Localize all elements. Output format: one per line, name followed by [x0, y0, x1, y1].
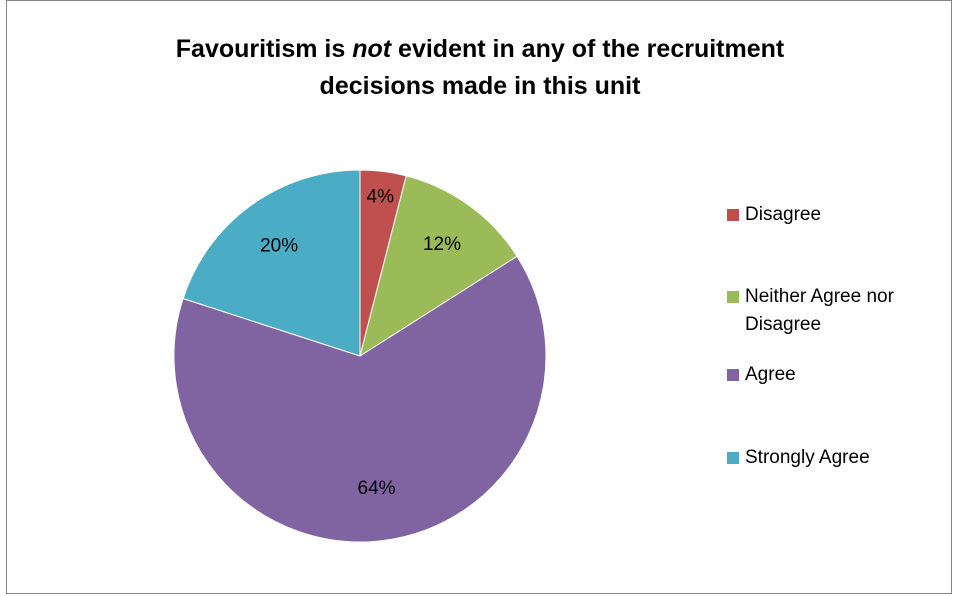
legend-swatch	[727, 369, 739, 381]
pie-slice-strongly-agree	[182, 169, 361, 357]
legend-swatch	[727, 452, 739, 464]
legend-item-agree: Agree	[727, 361, 955, 389]
chart-title: Favouritism is not evident in any of the…	[7, 31, 953, 105]
legend-label: Disagree	[745, 204, 822, 225]
legend-label: Neither Agree nor Disagree	[745, 286, 894, 335]
chart-area: Favouritism is not evident in any of the…	[6, 0, 952, 594]
data-label-neither-agree-nor-disagree: 12%	[423, 234, 461, 255]
pie-slice-neither-agree-nor-disagree	[359, 175, 518, 358]
data-label-agree: 64%	[358, 478, 396, 499]
legend-label: Strongly Agree	[745, 447, 870, 468]
legend-label: Agree	[745, 364, 796, 385]
chart-title-line-2: decisions made in this unit	[319, 72, 641, 100]
data-label-disagree: 4%	[367, 186, 395, 207]
legend-item-neither-agree-nor-disagree: Neither Agree nor Disagree	[727, 283, 940, 339]
legend-swatch	[727, 291, 739, 303]
legend-swatch	[727, 209, 739, 221]
data-label-strongly-agree: 20%	[260, 236, 298, 257]
legend-item-disagree: Disagree	[727, 201, 955, 229]
pie-slice-agree	[173, 255, 547, 543]
legend-item-strongly-agree: Strongly Agree	[727, 444, 955, 472]
pie-chart: 4% 12% 64% 20%	[173, 169, 547, 543]
chart-title-line-1: Favouritism is not evident in any of the…	[7, 31, 953, 68]
title-suffix: evident in any of the recruitment	[391, 35, 785, 63]
title-emphasis: not	[352, 35, 392, 63]
title-prefix: Favouritism is	[175, 35, 353, 63]
